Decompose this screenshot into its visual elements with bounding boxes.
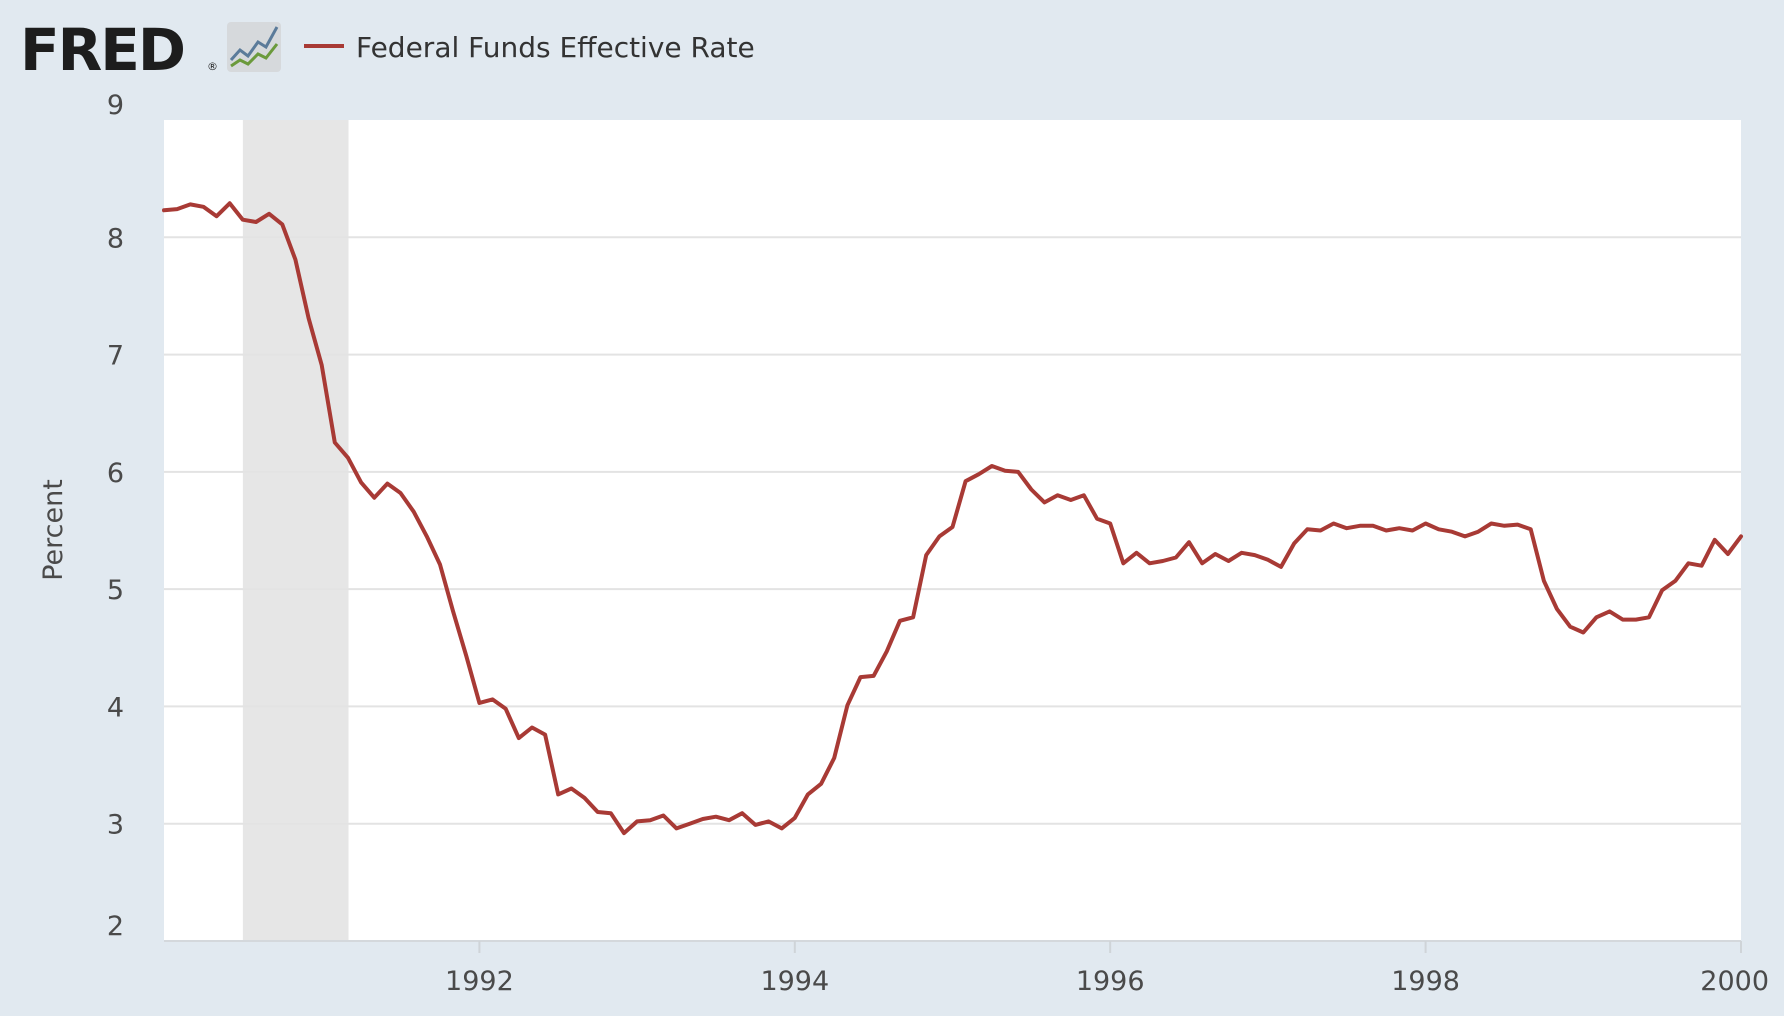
legend[interactable]: Federal Funds Effective Rate [304, 31, 755, 64]
y-axis-label: Percent [38, 479, 69, 581]
gridlines [164, 236, 1741, 825]
y-tick-label: 5 [107, 575, 124, 606]
y-tick-label: 4 [107, 692, 124, 723]
y-tick-label: 8 [107, 223, 124, 254]
x-tick-label: 1992 [445, 966, 514, 997]
line-chart-icon [227, 22, 281, 72]
recession-band [242, 120, 349, 941]
series-line[interactable] [162, 201, 1743, 836]
y-tick-label: 9 [107, 90, 124, 121]
x-tick-label: 2000 [1700, 966, 1769, 997]
header: FRED ® Federal Funds Effective Rate [20, 16, 755, 84]
x-tick-label: 1996 [1076, 966, 1145, 997]
y-tick-label: 2 [107, 911, 124, 942]
y-tick-label: 7 [107, 341, 124, 372]
recession-bands [242, 120, 349, 941]
y-axis-ticks: 2 3 4 5 6 7 8 9 [107, 90, 124, 942]
x-axis-ticks: 1992 1994 1996 1998 2000 [445, 941, 1769, 997]
y-tick-label: 3 [107, 810, 124, 841]
legend-label: Federal Funds Effective Rate [356, 31, 755, 64]
y-tick-label: 6 [107, 458, 124, 489]
registered-mark: ® [207, 60, 218, 73]
x-tick-label: 1998 [1391, 966, 1460, 997]
x-tick-label: 1994 [760, 966, 829, 997]
fred-logo[interactable]: FRED [20, 16, 186, 84]
series-layer [162, 201, 1743, 836]
plot-area [164, 120, 1741, 941]
